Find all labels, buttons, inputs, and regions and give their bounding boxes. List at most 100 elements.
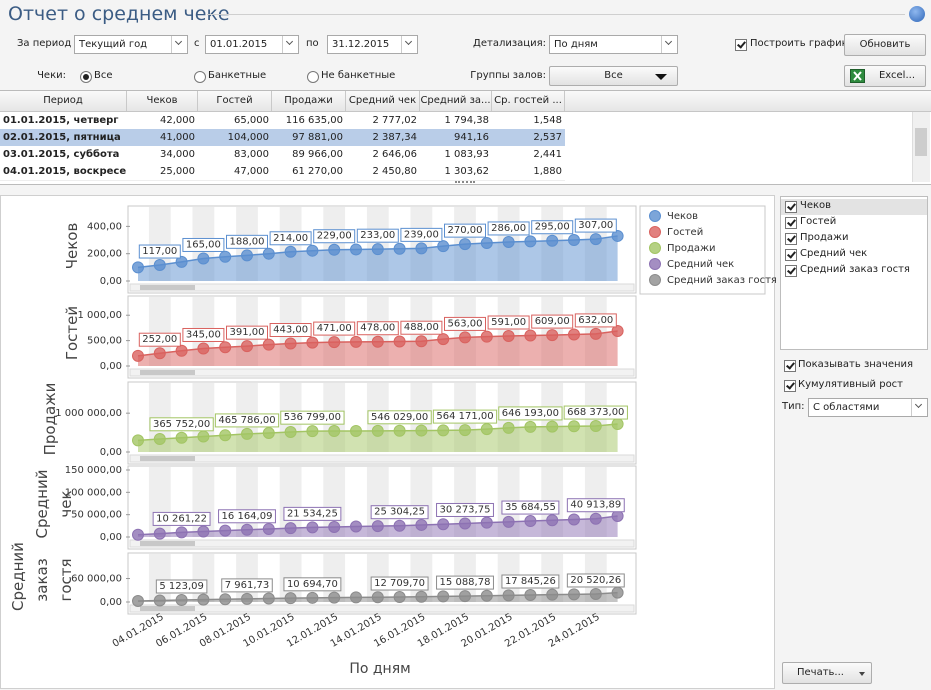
print-button[interactable]: Печать...	[782, 662, 872, 684]
value-label-box	[531, 314, 574, 329]
value-label-box	[138, 332, 181, 347]
refresh-button[interactable]: Обновить	[844, 34, 926, 56]
data-point	[132, 261, 144, 274]
series-list-item[interactable]: Продажи	[781, 231, 927, 247]
data-point	[546, 420, 559, 433]
table-row[interactable]: 02.01.2015, пятница 41,000 104,000 97 881,0…	[0, 129, 565, 147]
detail-value: По дням	[554, 39, 598, 50]
value-label: 478,00	[360, 323, 395, 334]
value-label: 307,00	[578, 220, 613, 231]
dropdown-arrow	[171, 36, 187, 53]
data-point	[197, 252, 210, 265]
scrollbar[interactable]	[912, 112, 930, 182]
excel-label: Excel...	[878, 70, 915, 81]
data-point	[371, 243, 384, 256]
help-icon[interactable]	[909, 6, 925, 22]
data-point	[175, 593, 188, 606]
data-point	[132, 595, 144, 608]
dropdown-arrow	[911, 399, 927, 416]
table-row[interactable]: 03.01.2015, суббота 34,000 83,000 89 966,00…	[0, 146, 565, 164]
value-label: 345,00	[186, 329, 221, 340]
table-cell: 1 083,93	[444, 149, 489, 160]
column-header[interactable]: Средний за...	[420, 91, 492, 111]
series-checkbox[interactable]	[785, 265, 797, 277]
series-checkbox[interactable]	[785, 201, 797, 213]
column-header[interactable]: Период	[0, 91, 127, 111]
value-label-box	[218, 509, 276, 524]
y-tick-label: 0,00	[100, 447, 122, 458]
y-tick-label: 500,00	[87, 336, 122, 347]
series-list-item[interactable]: Чеков	[781, 199, 927, 215]
build-chart-checkbox[interactable]	[735, 39, 747, 51]
detail-select[interactable]: По дням	[549, 35, 678, 54]
value-label-box	[214, 413, 280, 428]
table-cell: 1,880	[533, 166, 562, 177]
series-list-item[interactable]: Средний чек	[781, 247, 927, 263]
table-cell: 1 794,38	[444, 115, 489, 126]
data-point	[611, 229, 624, 242]
data-point	[350, 243, 362, 256]
table-row[interactable]: 01.01.2015, четверг 42,000 65,000 116 635,0…	[0, 112, 565, 130]
value-label: 668 373,00	[567, 407, 624, 418]
y-tick-label: 0,00	[100, 361, 122, 372]
data-point	[197, 525, 210, 538]
radio-button[interactable]	[80, 71, 92, 83]
scroll-thumb[interactable]	[915, 128, 927, 156]
data-point	[175, 526, 188, 539]
radio-button[interactable]	[307, 71, 319, 83]
excel-button[interactable]: Excel...	[844, 65, 926, 87]
data-point	[262, 592, 275, 605]
period-select[interactable]: Текущий год	[74, 35, 188, 54]
type-select[interactable]: С областями	[808, 398, 928, 417]
value-label-box	[444, 316, 486, 331]
splitter-grip[interactable]	[455, 181, 475, 187]
value-label-box	[444, 223, 486, 238]
y-tick-label: 1 000 000,00	[55, 408, 122, 419]
data-point	[284, 245, 297, 258]
radio-label: Не банкетные	[321, 70, 396, 81]
value-label: 35 684,55	[505, 502, 556, 513]
to-date[interactable]: 31.12.2015	[327, 35, 418, 54]
cumulative-checkbox[interactable]	[784, 380, 796, 392]
series-checkbox[interactable]	[785, 249, 797, 261]
data-point	[175, 344, 188, 357]
from-date[interactable]: 01.01.2015	[205, 35, 299, 54]
table-cell: 03.01.2015, суббота	[3, 149, 120, 160]
table-cell: 02.01.2015, пятница	[3, 132, 121, 143]
legend-icon	[649, 226, 661, 238]
table-cell: 47,000	[234, 166, 269, 177]
halls-value: Все	[604, 70, 623, 81]
value-label: 564 171,00	[436, 411, 493, 422]
day-band	[148, 467, 171, 537]
show-values-checkbox[interactable]	[784, 360, 796, 372]
value-label: 239,00	[404, 229, 439, 240]
value-label-box	[149, 417, 214, 432]
data-point	[546, 329, 559, 342]
table-cell: 2 646,06	[372, 149, 417, 160]
halls-select[interactable]: Все	[549, 66, 678, 86]
table-row[interactable]: 04.01.2015, воскресе... 25,000 47,000 61 27…	[0, 163, 565, 181]
table-cell: 25,000	[160, 166, 195, 177]
column-header[interactable]: Гостей	[198, 91, 272, 111]
data-point	[219, 524, 232, 537]
series-list-item[interactable]: Средний заказ гостя	[781, 263, 927, 279]
column-header[interactable]: Ср. гостей ...	[492, 91, 565, 111]
data-point	[437, 333, 450, 346]
column-header[interactable]: Продажи	[272, 91, 346, 111]
data-point	[524, 515, 537, 528]
radio-button[interactable]	[194, 71, 206, 83]
series-checkbox[interactable]	[785, 233, 797, 245]
column-header[interactable]: Средний чек	[346, 91, 420, 111]
data-point	[524, 329, 537, 342]
series-checkbox[interactable]	[785, 217, 797, 229]
data-point	[589, 327, 602, 340]
column-header[interactable]: Чеков	[127, 91, 198, 111]
data-point	[459, 590, 471, 603]
series-list-item[interactable]: Гостей	[781, 215, 927, 231]
value-label: 563,00	[448, 318, 483, 329]
legend-label: Средний чек	[667, 259, 734, 270]
data-point	[371, 424, 384, 437]
value-label-box	[182, 237, 225, 252]
data-point	[197, 342, 210, 355]
checks-label: Чеки:	[37, 70, 66, 81]
